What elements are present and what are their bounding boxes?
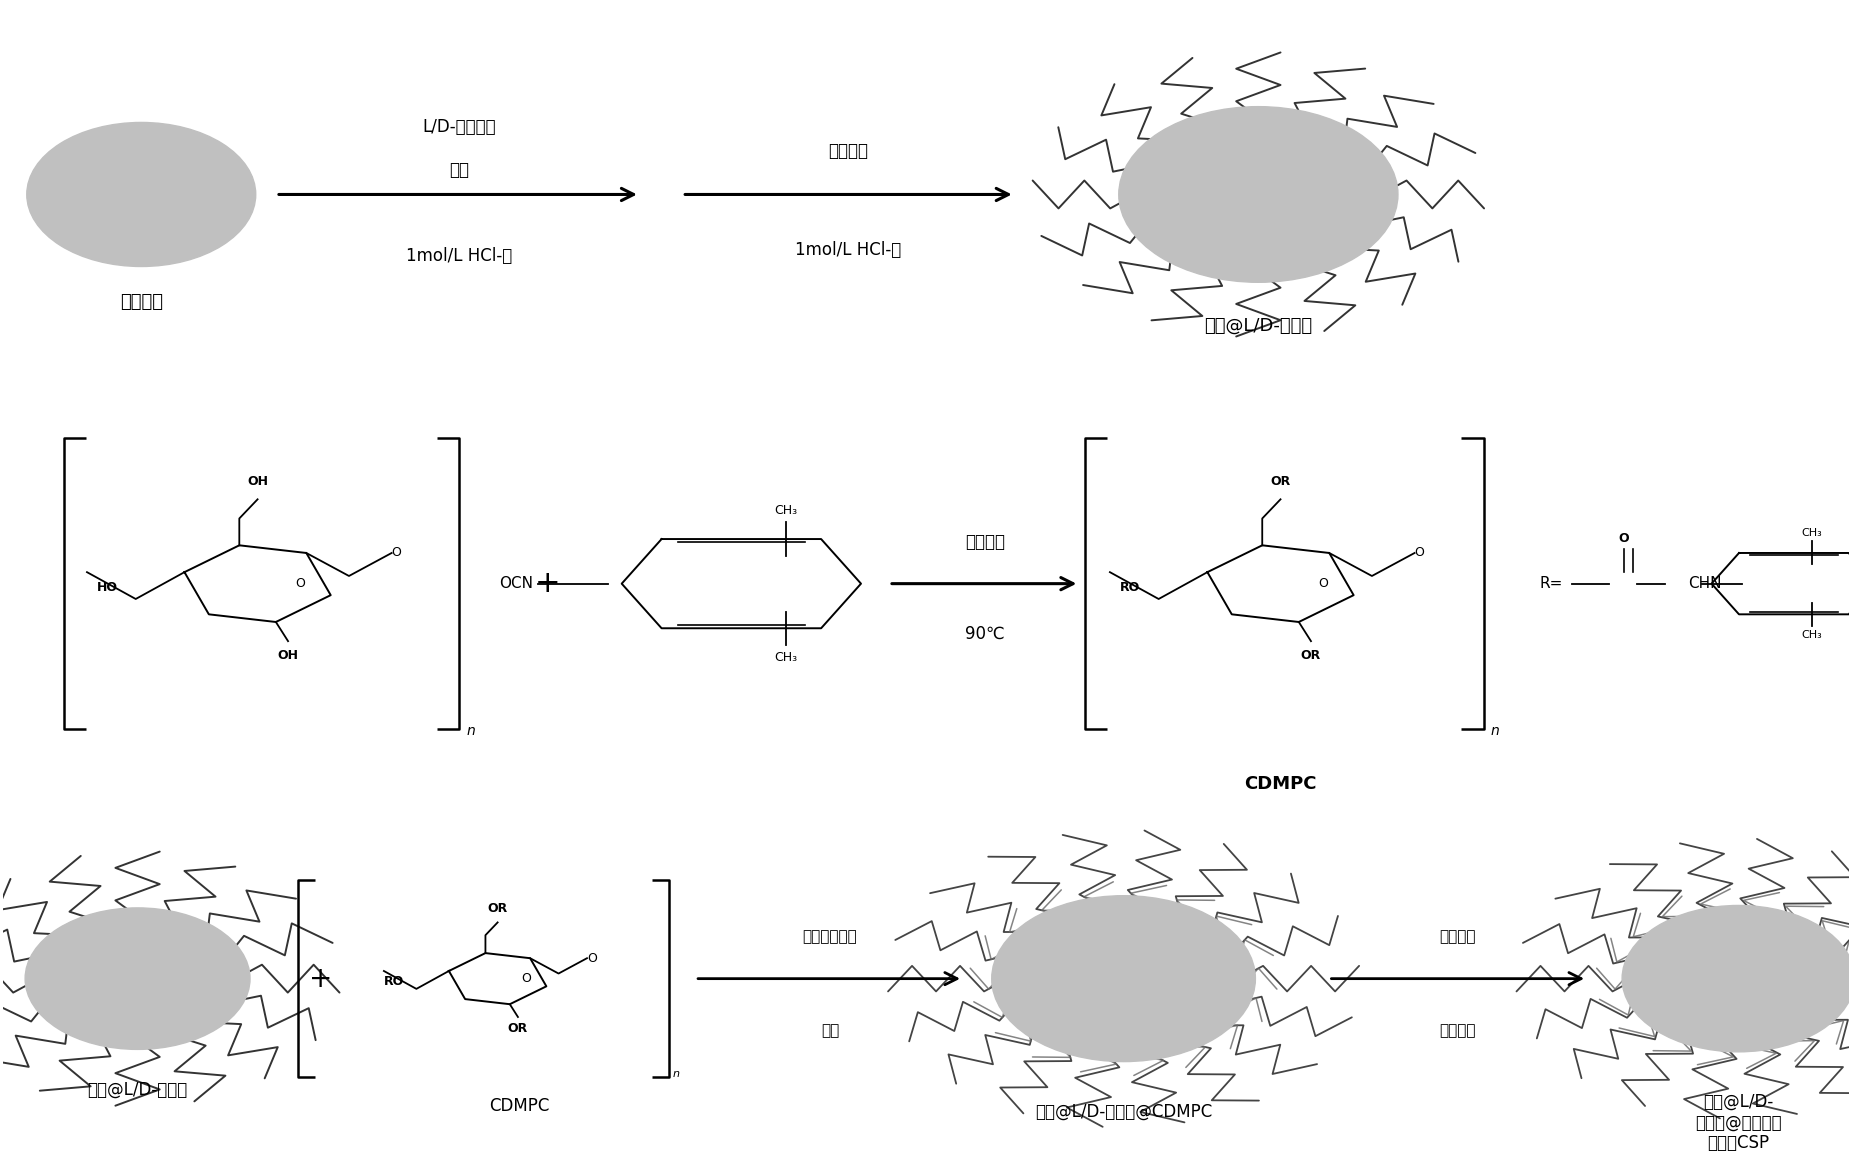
Text: OR: OR [1300, 649, 1320, 662]
Text: 真空干燥: 真空干燥 [1439, 1022, 1476, 1038]
Text: 硅胶@L/D-聚苯胺: 硅胶@L/D-聚苯胺 [1204, 316, 1313, 335]
Text: 湿法过筛: 湿法过筛 [1439, 929, 1476, 944]
Text: CDMPC: CDMPC [489, 1097, 550, 1115]
Text: CH₃: CH₃ [1802, 630, 1822, 639]
Text: 1mol/L HCl-水: 1mol/L HCl-水 [795, 241, 902, 259]
Text: 硅胶@L/D-聚苯胺@CDMPC: 硅胶@L/D-聚苯胺@CDMPC [1035, 1103, 1213, 1121]
Ellipse shape [1119, 107, 1398, 282]
Text: 90℃: 90℃ [965, 624, 1006, 643]
Text: OR: OR [487, 902, 507, 915]
Text: CDMPC: CDMPC [1245, 775, 1317, 793]
Text: R=: R= [1539, 576, 1563, 591]
Ellipse shape [26, 908, 250, 1049]
Text: OR: OR [1270, 474, 1291, 488]
Text: +: + [535, 569, 561, 598]
Ellipse shape [991, 896, 1256, 1062]
Text: 1mol/L HCl-水: 1mol/L HCl-水 [406, 247, 511, 265]
Text: O: O [587, 952, 596, 965]
Text: n: n [672, 1069, 680, 1080]
Text: RO: RO [383, 974, 404, 987]
Text: OR: OR [507, 1022, 528, 1035]
Text: 球形硅胶: 球形硅胶 [120, 293, 163, 311]
Text: n: n [467, 724, 474, 738]
Text: CH₃: CH₃ [774, 504, 796, 516]
Text: OH: OH [278, 649, 298, 662]
Text: O: O [391, 547, 402, 560]
Text: OH: OH [246, 474, 269, 488]
Text: O: O [1415, 547, 1424, 560]
Text: CH₃: CH₃ [1802, 528, 1822, 537]
Text: O: O [1619, 533, 1630, 546]
Text: 硅胶@L/D-聚苯胺: 硅胶@L/D-聚苯胺 [87, 1081, 187, 1098]
Text: O: O [1319, 577, 1328, 590]
Text: 无水四氢呋喃: 无水四氢呋喃 [802, 929, 857, 944]
Text: OCN: OCN [498, 576, 533, 591]
Text: 硅胶@L/D-
聚苯胺@多糖衍生
物复合CSP: 硅胶@L/D- 聚苯胺@多糖衍生 物复合CSP [1695, 1093, 1782, 1152]
Text: O: O [294, 577, 306, 590]
Text: O: O [520, 972, 532, 985]
Text: HO: HO [96, 581, 117, 594]
Text: RO: RO [1120, 581, 1141, 594]
Ellipse shape [1622, 905, 1852, 1052]
Text: 超声: 超声 [820, 1022, 839, 1038]
Text: +: + [309, 965, 332, 993]
Text: 过硫酸铵: 过硫酸铵 [828, 142, 869, 159]
Text: CH₃: CH₃ [774, 651, 796, 664]
Text: 无水吡啶: 无水吡啶 [965, 533, 1006, 552]
Ellipse shape [26, 123, 256, 267]
Text: L/D-樟脑磺酸: L/D-樟脑磺酸 [422, 118, 496, 136]
Text: CHN: CHN [1689, 576, 1722, 591]
Text: n: n [1491, 724, 1500, 738]
Text: 苯胺: 苯胺 [448, 162, 469, 179]
